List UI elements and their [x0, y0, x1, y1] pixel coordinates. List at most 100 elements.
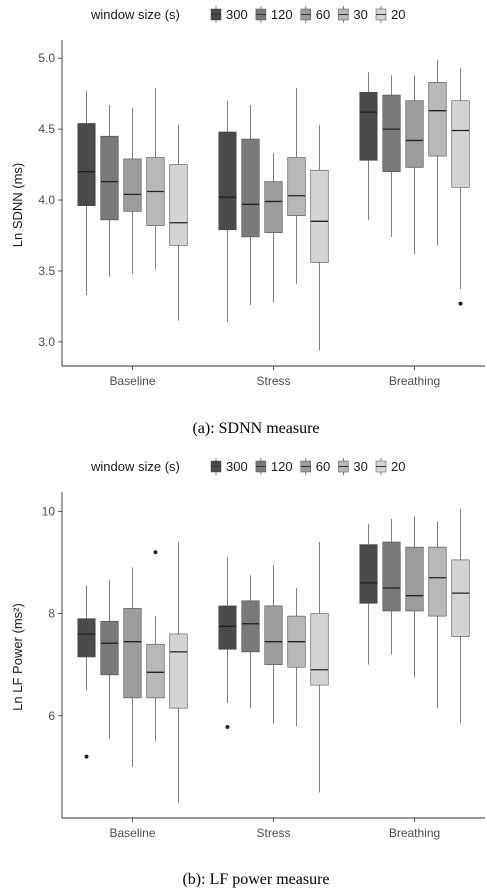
box-breathing-30 — [428, 59, 447, 246]
x-tick-label: Baseline — [109, 374, 155, 388]
box-iqr — [146, 643, 165, 699]
y-tick-label: 10 — [42, 504, 56, 518]
box-breathing-60 — [405, 516, 424, 678]
legend-key-300: 300 — [210, 6, 248, 23]
box-stress-300 — [218, 557, 237, 730]
box-iqr — [382, 94, 401, 172]
box-group-stress — [218, 542, 329, 793]
box-group-breathing — [359, 59, 470, 306]
box-iqr — [241, 138, 260, 238]
legend-key-20: 20 — [375, 458, 405, 475]
y-tick-label: 3.0 — [38, 335, 55, 349]
box-stress-60 — [264, 565, 283, 724]
box-baseline-300 — [77, 585, 96, 759]
box-stress-20 — [310, 124, 329, 351]
box-breathing-120 — [382, 519, 401, 655]
box-iqr — [169, 633, 188, 709]
box-stress-120 — [241, 575, 260, 709]
box-iqr — [287, 157, 306, 216]
legend-label: 120 — [271, 7, 293, 22]
outlier-point — [84, 754, 89, 759]
legend-label: 300 — [226, 459, 248, 474]
y-tick-label: 8 — [48, 607, 55, 621]
chart-panel-lf-power: window size (s) 300 120 60 30 20 6 8 10 Ln LF Pow… — [10, 458, 485, 888]
box-breathing-60 — [405, 75, 424, 254]
box-stress-30 — [287, 87, 306, 284]
box-iqr — [77, 618, 96, 658]
box-breathing-300 — [359, 72, 378, 220]
box-iqr — [100, 135, 119, 221]
box-iqr — [218, 605, 237, 650]
legend-label: 20 — [391, 459, 405, 474]
box-breathing-120 — [382, 75, 401, 237]
legend-key-120: 120 — [255, 6, 293, 23]
x-tick-label: Breathing — [389, 374, 440, 388]
box-iqr — [241, 600, 260, 653]
box-stress-30 — [287, 588, 306, 726]
legend-label: 30 — [353, 459, 367, 474]
y-axis-title: Ln LF Power (ms²) — [10, 603, 25, 711]
box-iqr — [218, 131, 237, 231]
y-tick-label: 3.5 — [38, 264, 55, 278]
box-baseline-20 — [169, 542, 188, 803]
box-group-breathing — [359, 508, 470, 724]
x-tick-label: Baseline — [109, 826, 155, 840]
box-group-baseline — [77, 87, 188, 321]
x-tick-label: Stress — [256, 374, 290, 388]
legend-key-300: 300 — [210, 458, 248, 475]
box-iqr — [359, 91, 378, 161]
box-iqr — [428, 81, 447, 157]
legend-key-60: 60 — [300, 6, 330, 23]
figure-caption: (a): SDNN measure — [192, 420, 319, 437]
box-iqr — [451, 559, 470, 637]
legend: window size (s) 300 120 60 30 20 — [90, 458, 405, 475]
legend-key-60: 60 — [300, 458, 330, 475]
box-iqr — [382, 541, 401, 612]
legend-label: 300 — [226, 7, 248, 22]
box-breathing-300 — [359, 524, 378, 665]
box-iqr — [428, 546, 447, 617]
y-tick-label: 4.0 — [38, 193, 55, 207]
box-baseline-30 — [146, 87, 165, 270]
box-baseline-60 — [123, 107, 142, 274]
legend: window size (s) 300 120 60 30 20 — [90, 6, 405, 23]
legend-title: window size (s) — [90, 7, 180, 22]
y-tick-label: 6 — [48, 709, 55, 723]
box-group-stress — [218, 87, 329, 351]
legend-label: 30 — [353, 7, 367, 22]
legend-label: 60 — [316, 459, 330, 474]
box-baseline-60 — [123, 567, 142, 767]
box-iqr — [169, 164, 188, 246]
outlier-point — [225, 725, 230, 730]
outlier-point — [458, 301, 463, 306]
box-iqr — [310, 613, 329, 686]
box-breathing-30 — [428, 521, 447, 709]
box-baseline-120 — [100, 104, 119, 277]
legend-key-120: 120 — [255, 458, 293, 475]
box-baseline-20 — [169, 124, 188, 321]
box-baseline-120 — [100, 580, 119, 739]
legend-label: 120 — [271, 459, 293, 474]
box-iqr — [451, 100, 470, 188]
box-iqr — [77, 123, 96, 207]
outlier-point — [153, 550, 158, 555]
box-iqr — [100, 620, 119, 676]
box-group-baseline — [77, 542, 188, 803]
box-iqr — [123, 158, 142, 212]
box-stress-60 — [264, 153, 283, 303]
box-baseline-30 — [146, 550, 165, 742]
box-iqr — [264, 605, 283, 665]
box-iqr — [310, 169, 329, 263]
legend-label: 60 — [316, 7, 330, 22]
y-tick-label: 4.5 — [38, 122, 55, 136]
legend-title: window size (s) — [90, 459, 180, 474]
legend-key-20: 20 — [375, 6, 405, 23]
box-stress-20 — [310, 542, 329, 793]
box-stress-300 — [218, 100, 237, 323]
box-iqr — [123, 608, 142, 699]
box-stress-120 — [241, 104, 260, 306]
box-iqr — [359, 544, 378, 604]
chart-panel-sdnn: window size (s) 300 120 60 30 20 3.0 3.5 4.0 4.5 5… — [10, 6, 485, 437]
x-tick-label: Breathing — [389, 826, 440, 840]
